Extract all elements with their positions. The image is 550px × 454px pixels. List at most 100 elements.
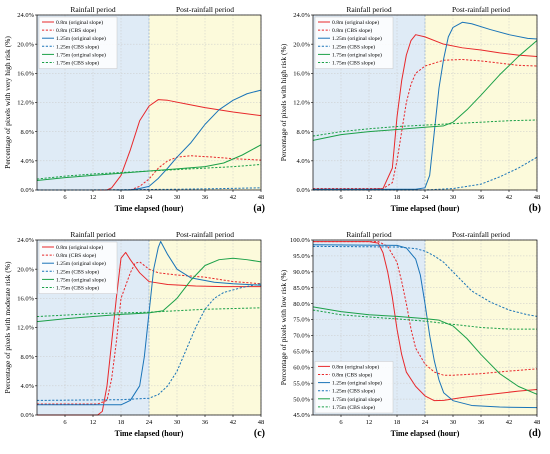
y-tick-label: 16.0% [17,296,34,303]
series-line-blue-cbs [312,245,538,317]
chart-panel-4: Rainfall period Post-rainfall period 6 12 18… [279,230,541,439]
series-line-red-cbs [130,155,262,191]
legend-entry: 1.25m (CBS slope) [332,388,375,395]
legend-entry: 1.75m (original slope) [56,276,106,283]
x-tick-label: 42 [230,194,237,201]
panel-label: (b) [529,203,541,214]
series-line-red-original [313,241,538,402]
legend-entry: 0.8m (original slope) [56,19,103,26]
x-tick-label: 24 [422,194,429,201]
legend-box [38,16,118,69]
x-tick-label: 12 [366,194,373,201]
legend-entry: 0.8m (original slope) [332,19,379,26]
chart-panel-3: Rainfall period Post-rainfall period 6 12 18… [3,230,265,439]
x-tick-label: 42 [506,194,513,201]
legend-entry: 0.8m (CBS slope) [332,27,372,34]
legend-entry: 1.75m (CBS slope) [56,285,99,292]
legend-box [314,16,394,69]
y-tick-label: 4.0% [20,383,34,390]
y-tick-label: 55.0% [293,380,310,387]
x-tick-label: 42 [230,419,237,426]
y-axis-label: Percentage of pixels with very high risk… [3,36,12,169]
y-tick-label: 8.0% [20,129,34,136]
y-tick-label: 90.0% [293,269,310,276]
legend-entry: 1.25m (CBS slope) [56,43,99,50]
post-rainfall-period-label: Post-rainfall period [176,230,234,239]
y-tick-label: 12.0% [17,325,34,332]
series-line-green-cbs [312,309,537,330]
x-tick-label: 36 [202,194,209,201]
x-tick-label: 48 [258,419,265,426]
y-tick-label: 4.0% [296,158,310,165]
x-axis-label: Time elapsed (hour) [115,429,184,438]
x-tick-label: 36 [478,194,485,201]
y-axis-label: Percentage of pixels with high risk (%) [279,43,288,161]
legend-entry: 1.75m (CBS slope) [332,60,375,67]
series-line-green-cbs [312,119,538,137]
legend-entry: 0.8m (original slope) [332,363,379,370]
legend: 0.8m (original slope)0.8m (CBS slope)1.2… [38,16,118,69]
legend-entry: 1.75m (original slope) [56,51,106,58]
x-tick-label: 18 [118,419,125,426]
y-tick-label: 45.0% [293,412,310,419]
y-tick-label: 75.0% [293,317,310,324]
legend-entry: 1.75m (CBS slope) [56,60,99,67]
y-tick-label: 0.0% [20,412,34,419]
legend-box [38,241,118,294]
x-tick-label: 18 [394,194,401,201]
series-line-blue-cbs [36,283,262,401]
legend: 0.8m (original slope)0.8m (CBS slope)1.2… [38,241,118,294]
y-axis-label: Percentage of pixels with low risk (%) [279,269,288,385]
y-tick-label: 4.0% [20,158,34,165]
y-tick-label: 20.0% [293,41,310,48]
y-tick-label: 16.0% [17,71,34,78]
chart-panel-1: Rainfall period Post-rainfall period 6 12 18… [3,5,265,214]
x-tick-label: 6 [63,419,67,426]
series-line-green-original [312,40,538,141]
y-tick-label: 65.0% [293,349,310,356]
legend-entry: 0.8m (CBS slope) [56,27,96,34]
legend-entry: 0.8m (CBS slope) [332,372,372,379]
x-tick-label: 30 [450,194,457,201]
y-tick-label: 80.0% [293,301,310,308]
legend-entry: 1.25m (original slope) [56,260,106,267]
legend-entry: 1.25m (CBS slope) [56,268,99,275]
x-tick-label: 12 [90,194,97,201]
series-line-red-original [97,99,262,191]
series-line-blue-original [37,240,262,406]
y-tick-label: 95.0% [293,253,310,260]
legend-entry: 1.25m (original slope) [56,35,106,42]
x-tick-label: 30 [450,419,457,426]
y-tick-label: 60.0% [293,364,310,371]
legend-entry: 1.75m (original slope) [332,51,382,58]
x-axis-label: Time elapsed (hour) [391,429,460,438]
x-tick-label: 42 [506,419,513,426]
y-tick-label: 24.0% [17,12,34,19]
panel-label: (a) [253,203,265,214]
series-line-red-cbs [313,241,538,376]
x-tick-label: 48 [258,194,265,201]
y-tick-label: 24.0% [17,237,34,244]
rainfall-period-label: Rainfall period [70,230,115,239]
legend-entry: 1.75m (original slope) [332,396,382,403]
y-axis-label: Percentage of pixels with moderate risk … [3,261,12,394]
x-tick-label: 18 [118,194,125,201]
y-tick-label: 16.0% [293,71,310,78]
y-tick-label: 24.0% [293,12,310,19]
series-line-blue-original [116,89,262,191]
x-tick-label: 6 [339,419,343,426]
series-line-green-cbs [36,307,262,318]
y-tick-label: 0.0% [296,187,310,194]
legend-entry: 0.8m (CBS slope) [56,252,96,259]
x-tick-label: 12 [366,419,373,426]
y-tick-label: 8.0% [20,354,34,361]
series-line-red-cbs [313,58,538,190]
series-line-green-cbs [36,163,262,180]
series-line-blue-original [312,244,538,409]
legend-box [314,361,394,414]
y-tick-label: 12.0% [293,100,310,107]
series-line-red-cbs [37,261,262,405]
x-tick-label: 12 [90,419,97,426]
rainfall-period-label: Rainfall period [70,5,115,14]
